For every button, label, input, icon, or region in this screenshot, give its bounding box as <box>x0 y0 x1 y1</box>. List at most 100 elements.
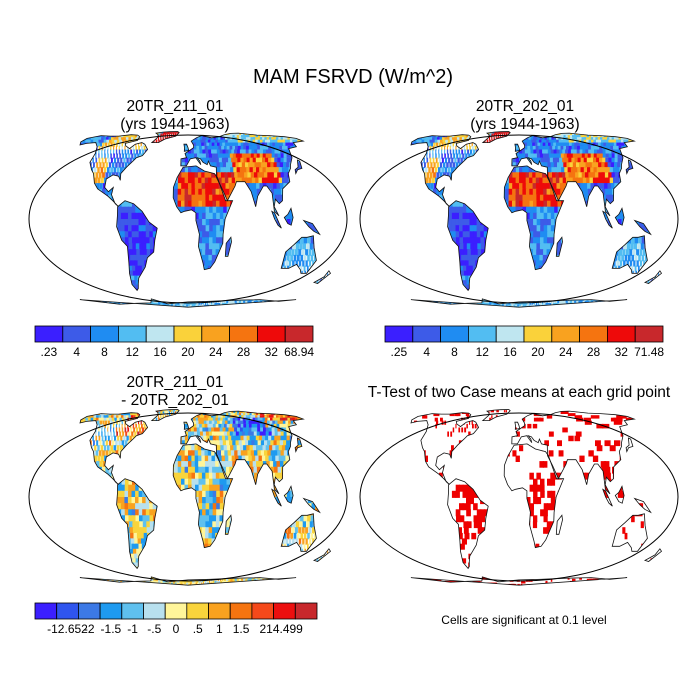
grid-cell <box>131 231 137 239</box>
grid-cell <box>542 142 548 147</box>
grid-cell <box>292 243 296 251</box>
grid-cell <box>71 280 78 285</box>
grid-cell <box>442 139 446 144</box>
grid-cell <box>133 149 136 155</box>
grid-cell <box>291 149 300 155</box>
grid-cell <box>177 200 182 208</box>
grid-cell <box>137 153 140 159</box>
grid-cell <box>62 280 70 285</box>
grid-cell <box>181 200 186 208</box>
grid-cell <box>435 132 447 135</box>
grid-cell <box>622 149 631 155</box>
grid-cell <box>445 132 456 135</box>
grid-cell <box>493 137 495 141</box>
grid-cell <box>291 249 295 256</box>
grid-cell <box>415 145 418 151</box>
grid-cell <box>234 300 238 304</box>
grid-cell <box>260 162 267 169</box>
grid-cell <box>300 254 304 262</box>
grid-cell <box>547 149 553 155</box>
grid-cell <box>232 153 239 159</box>
grid-cell <box>127 149 130 155</box>
grid-cell <box>70 289 79 294</box>
grid-cell <box>138 304 149 307</box>
grid-cell <box>560 145 567 151</box>
grid-cell <box>248 162 254 169</box>
grid-cell <box>121 142 123 147</box>
grid-cell <box>441 132 452 135</box>
grid-cell <box>188 188 193 196</box>
grid-cell <box>80 149 83 155</box>
grid-cell <box>238 300 243 304</box>
grid-cell <box>442 133 450 136</box>
grid-cell <box>286 219 292 227</box>
grid-cell <box>267 172 273 179</box>
grid-cell <box>188 183 193 190</box>
grid-cell <box>246 157 253 164</box>
grid-cell <box>300 265 303 272</box>
grid-cell <box>49 158 51 164</box>
grid-cell <box>214 133 221 136</box>
grid-cell <box>212 249 217 256</box>
grid-cell <box>191 172 196 179</box>
grid-cell <box>243 300 247 304</box>
grid-cell <box>204 265 209 272</box>
grid-cell <box>456 137 460 141</box>
colorbar-tick-label: 68.94 <box>284 345 314 359</box>
grid-cell <box>588 132 604 135</box>
grid-cell <box>297 284 300 290</box>
grid-cell <box>79 295 85 300</box>
grid-cell <box>218 305 227 308</box>
grid-cell <box>215 183 220 190</box>
grid-cell <box>255 157 262 164</box>
grid-cell <box>95 153 97 159</box>
grid-cell <box>125 304 138 307</box>
grid-cell <box>139 305 153 308</box>
grid-cell <box>120 157 123 164</box>
grid-cell <box>405 150 407 155</box>
grid-cell <box>77 150 79 155</box>
grid-cell <box>294 295 300 300</box>
grid-cell <box>289 295 295 300</box>
grid-cell <box>235 162 241 169</box>
grid-cell <box>73 146 76 151</box>
colorbar-box <box>173 325 203 343</box>
grid-cell <box>219 300 222 304</box>
grid-cell <box>110 157 113 164</box>
grid-cell <box>242 131 261 134</box>
grid-cell <box>95 139 100 144</box>
grid-cell <box>245 300 249 304</box>
grid-cell <box>226 167 232 174</box>
grid-cell <box>235 177 240 184</box>
grid-cell <box>208 260 212 267</box>
grid-cell <box>230 304 237 307</box>
grid-cell <box>207 139 213 144</box>
grid-cell <box>37 260 44 266</box>
grid-cell <box>137 135 141 139</box>
grid-cell <box>174 183 179 190</box>
grid-cell <box>530 145 535 151</box>
grid-cell <box>141 260 146 267</box>
grid-cell <box>172 132 175 135</box>
grid-cell <box>177 188 182 196</box>
grid-cell <box>437 137 442 141</box>
grid-cell <box>121 304 134 307</box>
grid-cell <box>234 149 240 155</box>
grid-cell <box>126 157 129 164</box>
grid-cell <box>275 177 281 184</box>
grid-cell <box>212 145 218 151</box>
grid-cell <box>188 153 192 159</box>
grid-cell <box>461 137 465 141</box>
grid-cell <box>304 153 313 159</box>
grid-cell <box>237 149 243 155</box>
grid-cell <box>452 145 454 151</box>
grid-cell <box>142 306 163 308</box>
grid-cell <box>74 154 75 159</box>
grid-cell <box>37 178 39 184</box>
grid-cell <box>274 188 280 196</box>
grid-cell <box>117 157 120 164</box>
grid-cell <box>52 271 59 277</box>
grid-cell <box>265 302 274 306</box>
grid-cell <box>310 280 313 286</box>
grid-cell <box>252 304 263 307</box>
